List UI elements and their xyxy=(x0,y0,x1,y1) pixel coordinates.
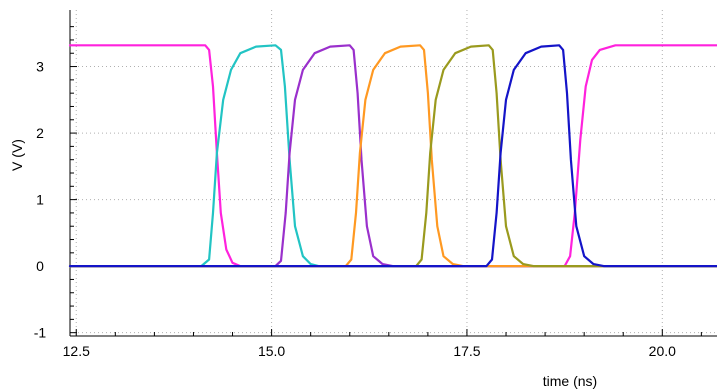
x-tick-label-2: 17.5 xyxy=(453,343,480,359)
axes xyxy=(69,10,717,337)
x-tick-label-1: 15.0 xyxy=(258,343,285,359)
y-tick-label-1: 0 xyxy=(36,258,44,274)
series-layer xyxy=(68,44,717,268)
y-axis-label: V (V) xyxy=(9,139,25,171)
series-line-3 xyxy=(68,44,717,268)
x-tick-label-0: 12.5 xyxy=(63,343,90,359)
series-line-2 xyxy=(68,44,717,268)
y-tick-label-0: -1 xyxy=(34,325,47,341)
y-tick-label-4: 3 xyxy=(36,59,44,75)
y-tick-label-3: 2 xyxy=(36,125,44,141)
series-line-6 xyxy=(68,44,717,268)
x-axis-label: time (ns) xyxy=(543,373,597,389)
tick-labels: 12.5 15.0 17.5 20.0 -1 0 1 2 3 xyxy=(34,59,676,359)
y-tick-label-2: 1 xyxy=(36,192,44,208)
series-line-4 xyxy=(68,44,717,268)
x-tick-label-3: 20.0 xyxy=(649,343,676,359)
series-line-5 xyxy=(68,44,717,268)
